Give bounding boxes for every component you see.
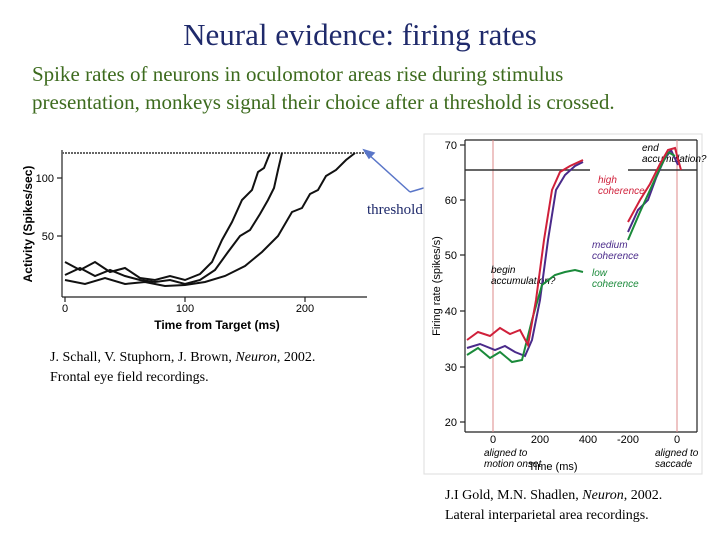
tick-label: 60 — [445, 195, 457, 207]
caption-part: J. Schall, V. Stuphorn, J. Brown, — [50, 350, 235, 365]
note: begin — [491, 265, 516, 276]
note: motion onset — [484, 459, 542, 470]
tick-label: 50 — [445, 250, 457, 262]
caption-part: , 2002. — [624, 488, 663, 503]
tick-label: 100 — [176, 303, 194, 315]
tick-label: 0 — [674, 434, 680, 446]
series-label: coherence — [592, 279, 639, 290]
series-label: coherence — [592, 251, 639, 262]
note: accumulation? — [491, 276, 556, 287]
caption-part: , 2002. — [277, 350, 316, 365]
tick-label: 50 — [42, 231, 54, 243]
tick-label: 0 — [62, 303, 68, 315]
caption-part: J.I Gold, M.N. Shadlen, — [445, 488, 582, 503]
trace — [64, 152, 356, 288]
caption-part: Neuron — [234, 350, 276, 365]
caption-citation: J. Schall, V. Stuphorn, J. Brown, Neuron… — [50, 350, 315, 365]
tick-label: 200 — [296, 303, 314, 315]
tick-label: 400 — [579, 434, 597, 446]
note: end — [642, 143, 659, 154]
tick-label: 30 — [445, 362, 457, 374]
left-figure: 100 50 0 100 200 Time from Target (ms) A… — [21, 150, 367, 332]
trace — [64, 152, 271, 282]
trace — [64, 152, 283, 286]
caption-note: Frontal eye field recordings. — [50, 370, 209, 385]
traces — [466, 146, 682, 364]
note: aligned to — [484, 448, 528, 459]
trace — [466, 150, 676, 364]
y-axis-label: Activity (Spikes/sec) — [21, 166, 35, 283]
note: saccade — [655, 459, 693, 470]
x-axis-label: Time from Target (ms) — [154, 318, 280, 332]
tick-label: 100 — [36, 173, 54, 185]
note: aligned to — [655, 448, 699, 459]
tick-label: -200 — [617, 434, 639, 446]
figure-frame — [423, 133, 703, 475]
series-label: coherence — [598, 186, 645, 197]
series-label: low — [592, 268, 608, 279]
x-axis-label: Time (ms) — [528, 461, 577, 473]
arrowhead — [362, 148, 376, 160]
tick-label: 40 — [445, 306, 457, 318]
series-label: medium — [592, 240, 628, 251]
caption-part: Neuron — [581, 488, 623, 503]
traces — [64, 152, 356, 288]
right-figure: 70 60 50 40 30 20 0 200 400 -200 0 Time … — [423, 133, 707, 475]
arrow — [367, 153, 411, 193]
tick-label: 0 — [490, 434, 496, 446]
tick-label: 200 — [531, 434, 549, 446]
caption-note: Lateral interparietal area recordings. — [445, 508, 649, 523]
tick-label: 20 — [445, 417, 457, 429]
y-axis-label: Firing rate (spikes/s) — [431, 236, 443, 336]
caption-citation: J.I Gold, M.N. Shadlen, Neuron, 2002. — [445, 488, 662, 503]
slide-title: Neural evidence: firing rates — [183, 17, 537, 52]
trace — [466, 146, 682, 349]
annotation: thresholds — [367, 202, 429, 218]
body-line: Spike rates of neurons in oculomotor are… — [32, 62, 563, 86]
series-label: high — [598, 175, 617, 186]
tick-label: 70 — [445, 140, 457, 152]
body-line: presentation, monkeys signal their choic… — [32, 90, 615, 114]
